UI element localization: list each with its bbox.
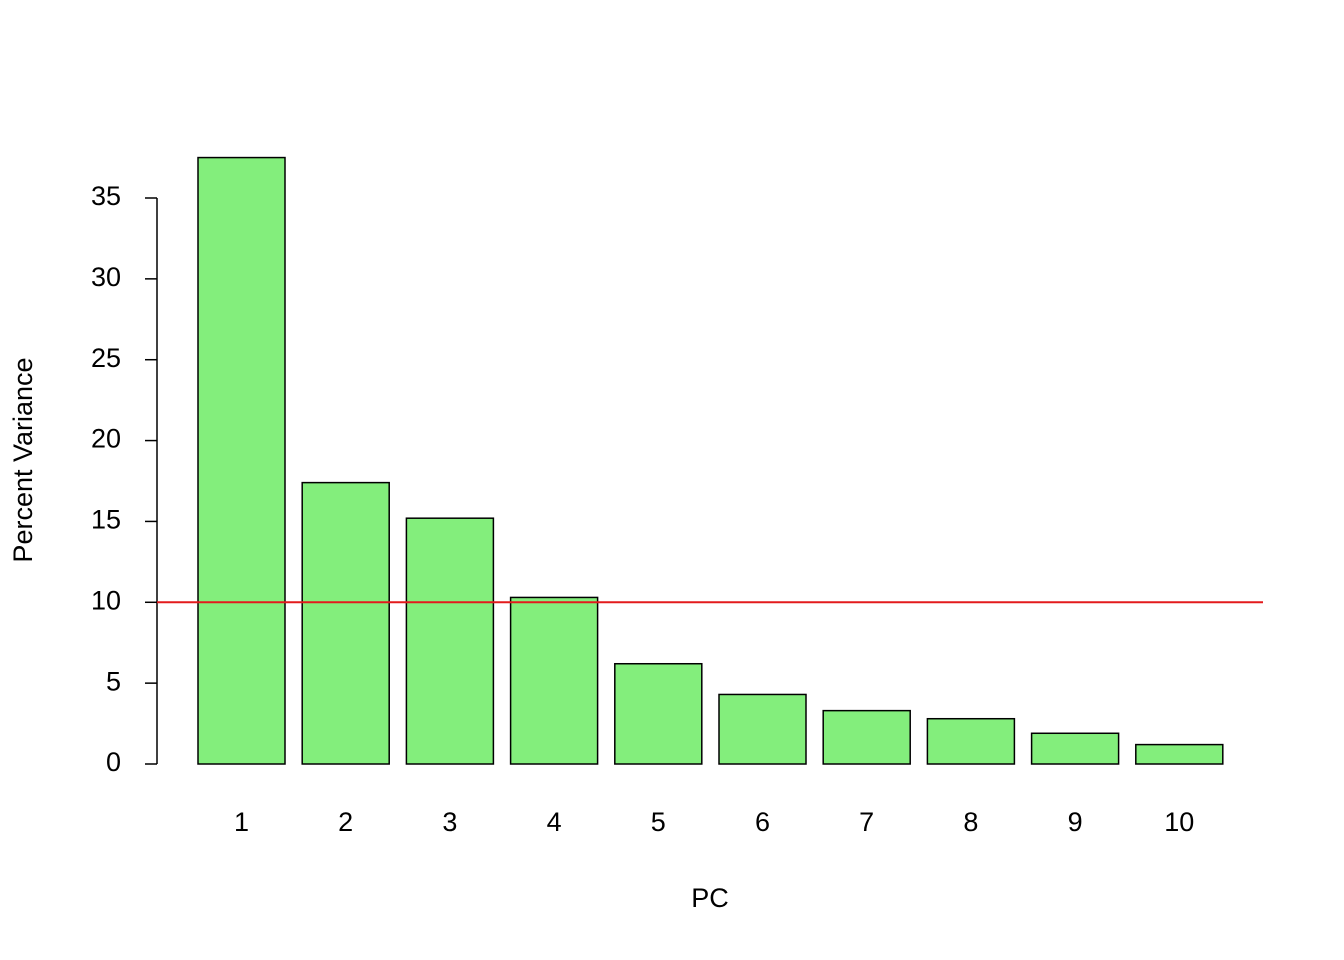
bar <box>718 693 807 765</box>
y-tick-label: 15 <box>91 505 121 535</box>
x-tick-label: 4 <box>547 807 562 837</box>
bar <box>926 717 1016 765</box>
x-tick-label: 8 <box>963 807 978 837</box>
bar <box>197 156 286 765</box>
y-tick-label: 5 <box>106 666 121 696</box>
y-tick-label: 30 <box>91 262 121 292</box>
y-axis-label: Percent Variance <box>8 357 38 562</box>
x-axis-label: PC <box>691 883 729 913</box>
x-tick-label: 9 <box>1068 807 1083 837</box>
y-tick-label: 20 <box>91 424 121 454</box>
x-tick-label: 10 <box>1164 807 1194 837</box>
x-tick-label: 6 <box>755 807 770 837</box>
x-tick-label: 1 <box>234 807 249 837</box>
bar <box>405 517 495 765</box>
y-tick-label: 10 <box>91 585 121 615</box>
bar <box>1135 743 1224 765</box>
x-tick-label: 3 <box>442 807 457 837</box>
x-tick-label: 5 <box>651 807 666 837</box>
x-tick-label: 7 <box>859 807 874 837</box>
y-tick-label: 35 <box>91 181 121 211</box>
y-tick-label: 25 <box>91 343 121 373</box>
y-tick-label: 0 <box>106 747 121 777</box>
bar <box>614 662 703 765</box>
bar <box>301 481 390 765</box>
x-tick-label: 2 <box>338 807 353 837</box>
bar <box>509 596 599 765</box>
bar <box>822 709 911 765</box>
bar <box>1030 732 1120 765</box>
